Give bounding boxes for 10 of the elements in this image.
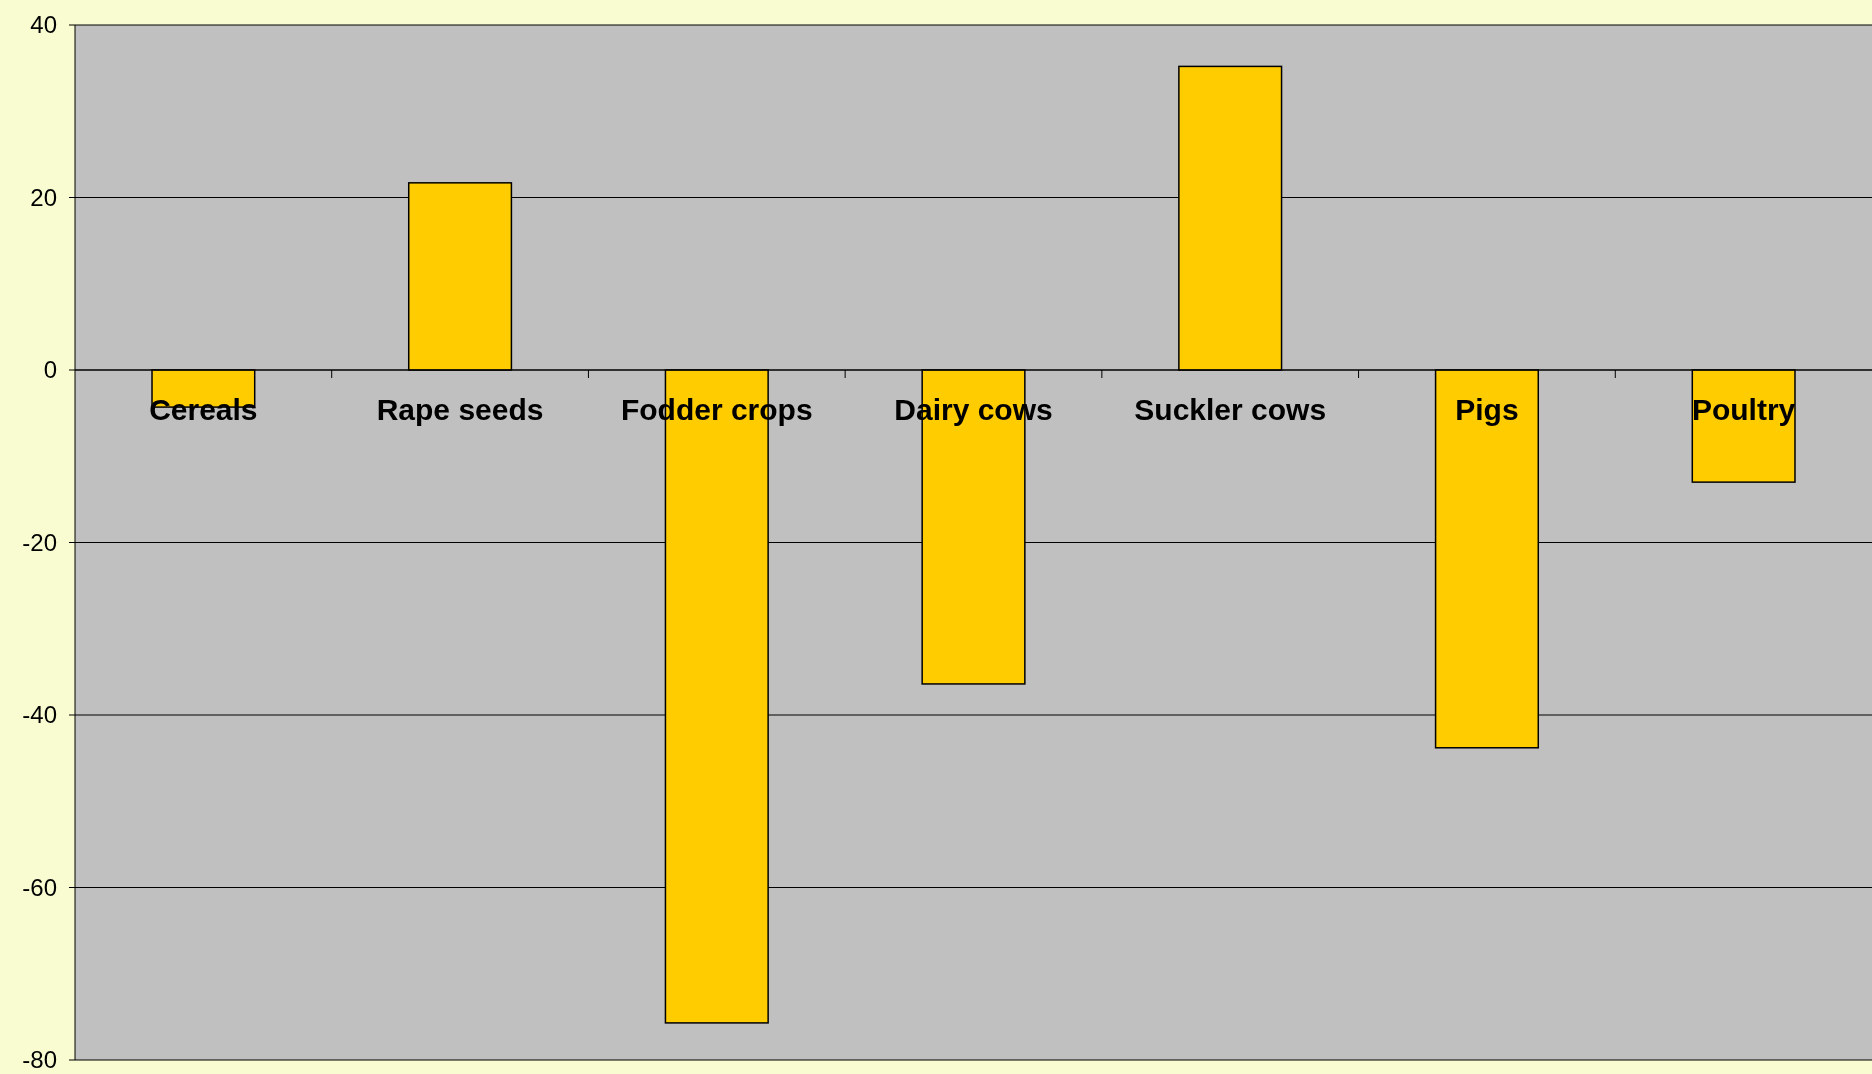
x-tick-label: Suckler cows [1134,393,1327,426]
y-tick-label: -80 [22,1046,57,1074]
x-tick-label: Pigs [1455,393,1519,426]
y-tick-label: 40 [30,11,57,39]
y-tick-label: -20 [22,528,57,556]
y-tick-label: -40 [22,701,57,729]
x-tick-label: Rape seeds [376,393,544,426]
y-tick-label: 20 [30,183,57,211]
y-tick-label: 0 [43,356,57,384]
y-tick-label: -60 [22,873,57,901]
